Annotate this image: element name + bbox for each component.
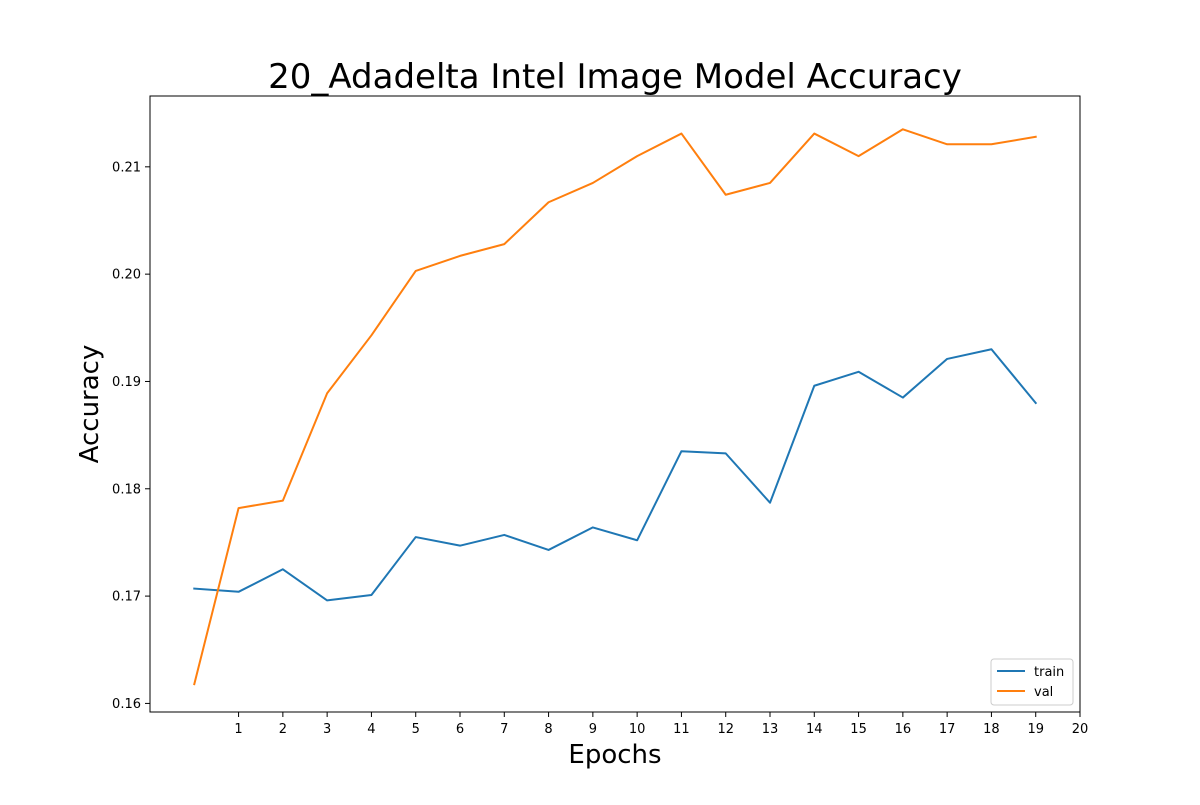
x-tick-label: 15 [850, 722, 867, 737]
y-tick-label: 0.19 [112, 375, 141, 390]
legend-label-train: train [1034, 665, 1064, 680]
x-tick-label: 9 [589, 722, 597, 737]
series-layer [193, 128, 1038, 686]
x-tick-label: 12 [717, 722, 734, 737]
x-tick-label: 14 [806, 722, 823, 737]
y-axis-label: Accuracy [75, 345, 105, 464]
y-tick-label: 0.18 [112, 482, 141, 497]
x-tick-label: 8 [544, 722, 552, 737]
chart-title: 20_Adadelta Intel Image Model Accuracy [268, 57, 962, 97]
x-tick-label: 19 [1027, 722, 1044, 737]
y-tick-label: 0.20 [112, 268, 141, 283]
x-axis-label: Epochs [568, 740, 661, 770]
legend: train val [990, 658, 1074, 706]
x-tick-label: 5 [412, 722, 420, 737]
x-axis: 1 2 3 4 5 6 7 8 9 10 11 12 13 14 15 16 17 18 19 20 [234, 712, 1088, 737]
y-tick-label: 0.17 [112, 590, 141, 605]
x-tick-label: 16 [895, 722, 912, 737]
x-tick-label: 11 [673, 722, 690, 737]
y-axis: 0.16 0.17 0.18 0.19 0.20 0.21 [112, 160, 150, 712]
series-line-val [193, 128, 1037, 686]
x-tick-label: 18 [983, 722, 1000, 737]
y-tick-label: 0.16 [112, 697, 141, 712]
x-tick-label: 10 [629, 722, 646, 737]
series-line-train [193, 348, 1038, 602]
y-tick-label: 0.21 [112, 160, 141, 175]
plot-frame [149, 95, 1081, 713]
x-tick-label: 3 [323, 722, 331, 737]
x-tick-label: 17 [939, 722, 956, 737]
legend-label-val: val [1034, 685, 1053, 700]
x-tick-label: 13 [762, 722, 779, 737]
x-tick-label: 2 [279, 722, 287, 737]
x-tick-label: 7 [500, 722, 508, 737]
x-tick-label: 4 [367, 722, 375, 737]
x-tick-label: 20 [1072, 722, 1089, 737]
x-tick-label: 1 [234, 722, 242, 737]
x-tick-label: 6 [456, 722, 464, 737]
